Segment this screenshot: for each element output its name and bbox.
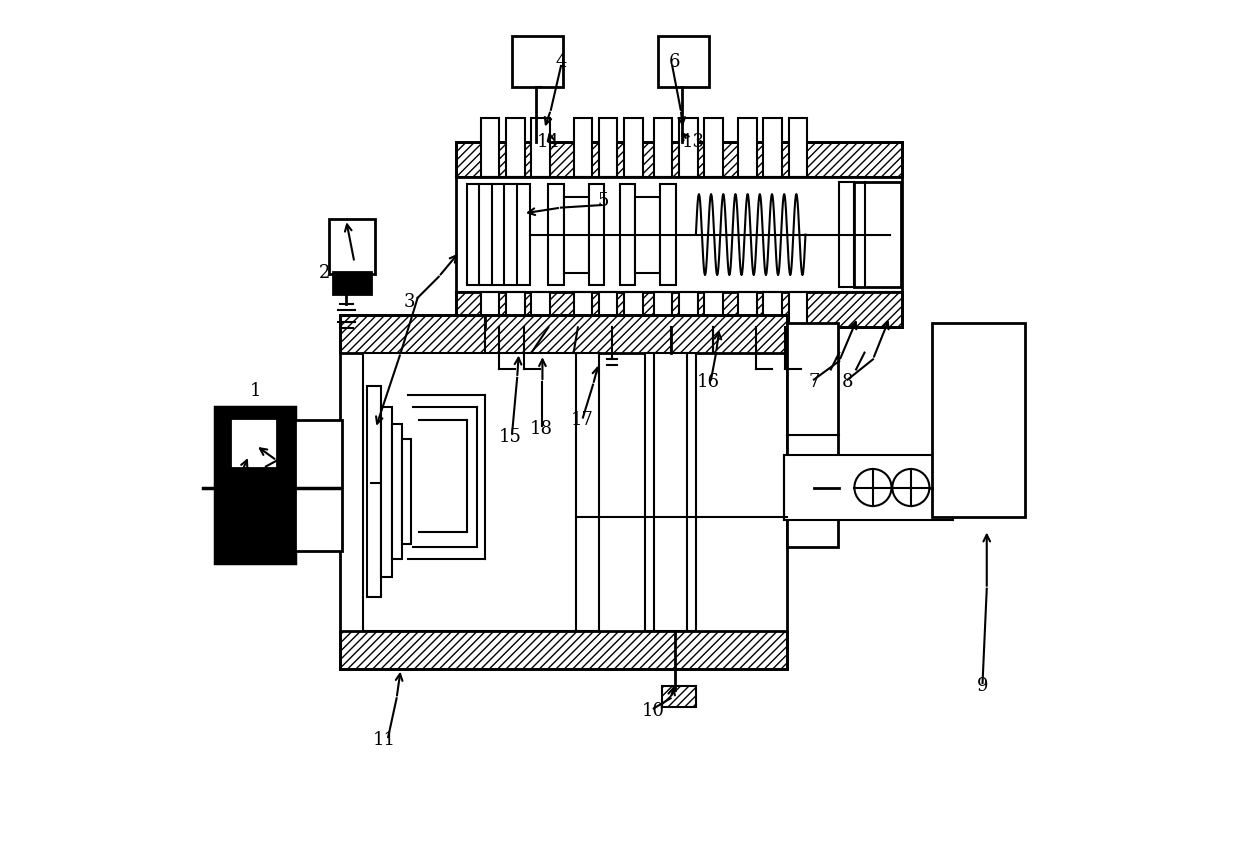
Text: 12: 12 bbox=[231, 491, 254, 509]
Bar bbox=[635, 196, 661, 273]
Bar bbox=[680, 292, 698, 351]
Text: 14: 14 bbox=[537, 133, 559, 151]
Bar bbox=[785, 455, 954, 519]
Text: 1: 1 bbox=[250, 381, 262, 399]
Bar bbox=[481, 118, 500, 177]
Bar bbox=[231, 417, 277, 468]
Bar bbox=[506, 292, 525, 351]
Bar bbox=[624, 118, 642, 177]
Bar bbox=[455, 142, 903, 177]
Bar bbox=[574, 292, 593, 351]
Bar bbox=[563, 196, 589, 273]
Text: 15: 15 bbox=[498, 428, 522, 446]
Bar bbox=[392, 424, 403, 559]
Bar bbox=[704, 292, 723, 351]
Text: 10: 10 bbox=[642, 702, 665, 720]
Bar bbox=[624, 292, 642, 351]
Bar bbox=[738, 118, 756, 177]
Bar bbox=[334, 272, 371, 294]
Text: 4: 4 bbox=[556, 53, 567, 71]
Bar bbox=[789, 292, 807, 351]
Bar bbox=[661, 184, 676, 285]
Bar bbox=[764, 292, 782, 351]
Bar bbox=[216, 407, 295, 563]
Bar bbox=[789, 118, 807, 177]
Bar bbox=[532, 118, 551, 177]
Bar bbox=[367, 387, 381, 597]
Bar bbox=[574, 118, 593, 177]
Bar bbox=[662, 686, 696, 707]
Bar bbox=[738, 292, 756, 351]
Bar bbox=[512, 37, 563, 87]
Bar bbox=[295, 420, 342, 551]
Bar bbox=[680, 118, 698, 177]
Bar bbox=[481, 292, 500, 351]
Bar bbox=[599, 292, 618, 351]
Text: 9: 9 bbox=[977, 677, 988, 695]
Bar bbox=[506, 118, 525, 177]
Bar bbox=[381, 406, 392, 577]
Bar bbox=[764, 118, 782, 177]
Text: 17: 17 bbox=[570, 411, 594, 429]
Bar bbox=[466, 184, 529, 285]
Text: 16: 16 bbox=[697, 373, 720, 391]
Text: 11: 11 bbox=[372, 732, 396, 750]
Bar bbox=[532, 292, 551, 351]
Text: 18: 18 bbox=[529, 419, 553, 438]
Bar bbox=[620, 184, 635, 285]
Text: 7: 7 bbox=[808, 373, 820, 391]
Bar bbox=[340, 315, 787, 352]
Text: 2: 2 bbox=[319, 263, 331, 281]
Text: 3: 3 bbox=[403, 293, 415, 311]
Bar bbox=[645, 352, 696, 631]
Bar bbox=[658, 37, 708, 87]
Bar bbox=[932, 323, 1024, 517]
Bar bbox=[589, 184, 604, 285]
Text: 13: 13 bbox=[682, 133, 704, 151]
Bar bbox=[455, 142, 903, 327]
Bar bbox=[455, 292, 903, 327]
Bar bbox=[854, 183, 900, 287]
Bar bbox=[329, 219, 376, 274]
Bar bbox=[548, 184, 563, 285]
Bar bbox=[340, 315, 787, 668]
Text: 6: 6 bbox=[670, 53, 681, 71]
Bar bbox=[787, 323, 837, 547]
Text: 5: 5 bbox=[598, 192, 609, 210]
Bar bbox=[340, 631, 787, 668]
Bar bbox=[839, 183, 854, 287]
Bar bbox=[403, 440, 410, 544]
Bar bbox=[653, 118, 672, 177]
Bar bbox=[704, 118, 723, 177]
Bar bbox=[363, 352, 599, 631]
Bar bbox=[599, 118, 618, 177]
Bar bbox=[653, 292, 672, 351]
Text: 8: 8 bbox=[842, 373, 853, 391]
